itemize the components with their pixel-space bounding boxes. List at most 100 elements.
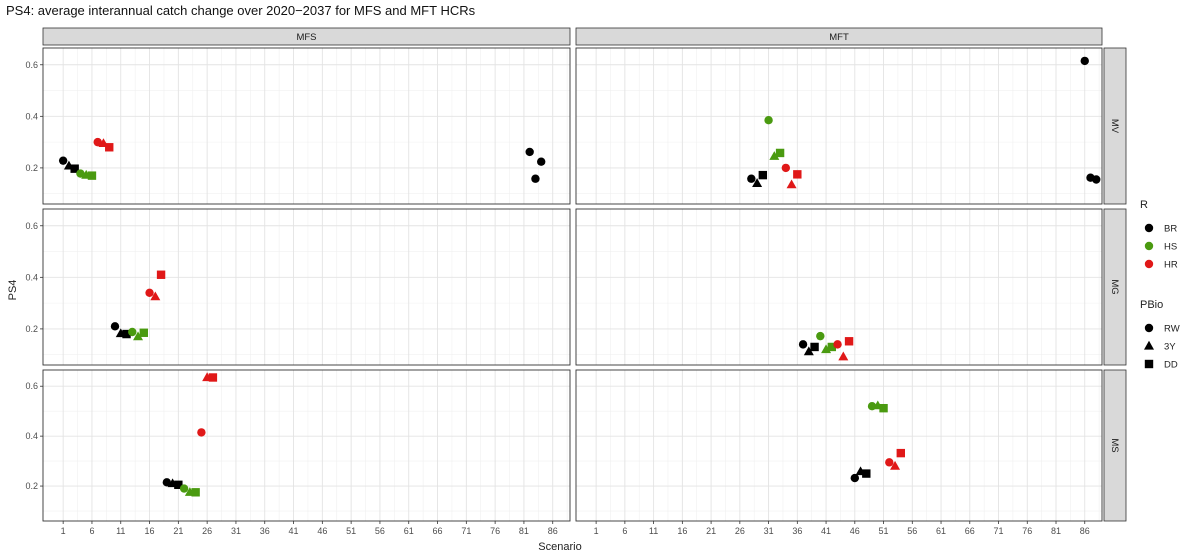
legend-label: DD [1164, 360, 1178, 371]
x-tick-label: 86 [1080, 526, 1090, 536]
data-point [191, 488, 200, 497]
data-point [838, 351, 849, 361]
x-tick-label: 16 [677, 526, 687, 536]
facet-panel [42, 369, 571, 522]
data-point [70, 164, 79, 173]
data-point [87, 171, 97, 180]
data-point [179, 484, 189, 493]
data-point [197, 428, 206, 437]
data-point [122, 329, 131, 339]
legend-key-3y [1144, 340, 1154, 350]
data-point [1092, 175, 1101, 184]
legend-key-dd [1144, 359, 1154, 369]
data-point [531, 174, 540, 183]
x-tick-label: 51 [346, 526, 356, 536]
legend-key-hr [1144, 259, 1154, 269]
x-tick-label: 86 [548, 526, 558, 536]
legend-key-rw [1144, 323, 1154, 333]
legend-label: HR [1164, 260, 1178, 271]
x-tick-label: 81 [1051, 526, 1061, 536]
legend-title-PBio: PBio [1140, 299, 1163, 311]
data-point [775, 148, 785, 158]
data-point [93, 137, 102, 147]
x-tick-label: 61 [404, 526, 414, 536]
x-tick-label: 36 [260, 526, 270, 536]
data-point [1080, 56, 1089, 66]
data-point [139, 328, 148, 337]
y-tick-label: 0.2 [25, 324, 38, 334]
data-point [798, 340, 808, 349]
y-tick-label: 0.4 [25, 272, 38, 282]
x-tick-label: 81 [519, 526, 529, 536]
x-tick-label: 46 [317, 526, 327, 536]
x-tick-label: 51 [879, 526, 889, 536]
facet-strip-col [42, 27, 571, 46]
chart-title: PS4: average interannual catch change ov… [6, 3, 476, 18]
data-point [105, 143, 114, 152]
x-tick-label: 61 [936, 526, 946, 536]
facet-row-label: MV [1109, 119, 1120, 134]
data-point [174, 480, 183, 490]
data-point [890, 460, 901, 470]
x-tick-label: 36 [792, 526, 802, 536]
data-point [208, 373, 218, 382]
x-tick-label: 26 [735, 526, 745, 536]
data-point [758, 170, 768, 180]
data-point [110, 322, 120, 331]
data-point [525, 147, 534, 157]
data-point [810, 342, 819, 352]
x-tick-label: 6 [89, 526, 94, 536]
data-point [752, 178, 763, 187]
data-point [833, 340, 842, 349]
x-tick-label: 41 [289, 526, 299, 536]
facet-panel [575, 47, 1103, 205]
y-tick-label: 0.6 [25, 60, 38, 70]
data-point [816, 331, 825, 341]
y-axis-label: PS4 [7, 280, 19, 301]
data-point [793, 170, 802, 179]
facet-row-label: MS [1109, 438, 1120, 452]
data-point [862, 469, 871, 478]
x-tick-label: 56 [907, 526, 917, 536]
x-tick-label: 11 [649, 526, 658, 536]
legend-key-hs [1144, 241, 1154, 251]
x-tick-label: 71 [461, 526, 471, 536]
data-point [896, 448, 905, 458]
x-tick-label: 21 [173, 526, 183, 536]
legend-key-br [1144, 223, 1154, 233]
x-tick-label: 31 [231, 526, 241, 536]
y-tick-label: 0.2 [25, 481, 38, 491]
data-point [827, 342, 837, 352]
legend-label: RW [1164, 324, 1180, 335]
x-tick-label: 21 [706, 526, 716, 536]
facet-strip-row [1103, 47, 1127, 205]
x-tick-label: 66 [433, 526, 443, 536]
facet-panel [42, 208, 571, 366]
x-tick-label: 76 [1022, 526, 1032, 536]
x-tick-label: 46 [850, 526, 860, 536]
facet-strip-row [1103, 369, 1127, 522]
data-point [150, 291, 161, 301]
data-point [803, 346, 814, 356]
x-tick-label: 71 [994, 526, 1004, 536]
x-tick-label: 56 [375, 526, 385, 536]
facet-grid: MFS MFT MV MG MS 0.2 0.4 0.6 0.2 0.4 0.6 0.2 0.4 0.6 1… [25, 27, 1127, 536]
data-point [128, 327, 137, 337]
facet-panel [575, 369, 1103, 522]
facet-strip-col [575, 27, 1103, 46]
facet-panel [575, 208, 1103, 366]
data-point [58, 156, 68, 165]
data-point [537, 157, 546, 166]
data-point [786, 179, 797, 189]
y-tick-label: 0.4 [25, 431, 38, 441]
x-tick-label: 1 [61, 526, 66, 536]
x-axis-label: Scenario [538, 541, 581, 553]
data-point [850, 473, 860, 483]
data-point [747, 174, 756, 183]
y-tick-label: 0.6 [25, 381, 38, 391]
facet-col-label: MFS [296, 32, 316, 43]
data-point [133, 331, 144, 341]
x-tick-label: 76 [490, 526, 500, 536]
x-tick-label: 66 [965, 526, 975, 536]
